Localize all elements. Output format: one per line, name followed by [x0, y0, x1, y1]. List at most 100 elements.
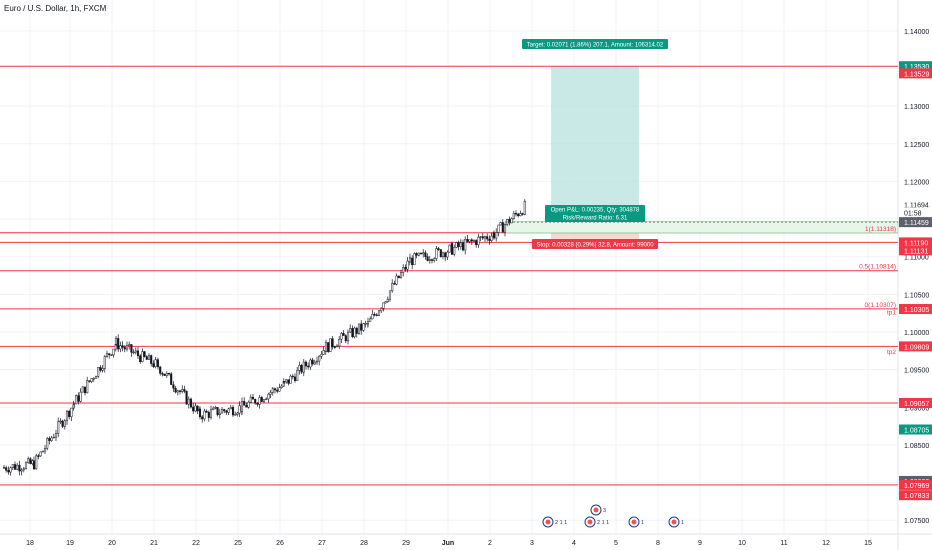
- candle-body: [322, 350, 325, 355]
- candle-body: [225, 410, 228, 413]
- candle-body: [172, 384, 175, 389]
- candle-body: [231, 407, 235, 416]
- candle-body: [170, 373, 173, 385]
- event-flag-dot: [545, 519, 551, 525]
- candle-body: [216, 407, 219, 416]
- candle-body: [492, 232, 496, 239]
- candle-body: [466, 239, 469, 242]
- candle-body: [43, 448, 47, 452]
- candle-body: [479, 236, 482, 238]
- candle-body: [333, 346, 336, 348]
- candle-body: [229, 407, 232, 410]
- candle-body: [119, 345, 122, 350]
- candle-body: [125, 345, 129, 350]
- candle-body: [273, 388, 277, 391]
- candle-body: [497, 224, 500, 233]
- price-tag-label: 1.11190: [904, 240, 928, 247]
- price-tag-bg: [899, 398, 932, 409]
- candle-body: [285, 379, 288, 383]
- candle-body: [2, 467, 6, 469]
- candle-body: [32, 460, 36, 470]
- candle-body: [397, 275, 400, 278]
- candle-body: [128, 344, 131, 346]
- candle-body: [307, 365, 310, 368]
- candle-body: [448, 245, 451, 253]
- candle-body: [514, 213, 518, 215]
- candle-body: [483, 236, 487, 239]
- event-marker-label: 1: [641, 520, 644, 526]
- open-pnl-label-bg[interactable]: [545, 205, 645, 214]
- time-axis-tick-label: 26: [276, 540, 284, 547]
- candle-body: [167, 372, 171, 375]
- target-zone[interactable]: [551, 66, 639, 223]
- price-axis-tick-label: 1.11000: [904, 255, 929, 262]
- candle-body: [461, 242, 465, 251]
- time-axis-tick-label: 27: [318, 540, 326, 547]
- candle-body: [444, 252, 447, 258]
- candle-body: [417, 252, 420, 256]
- risk-reward-label-bg[interactable]: [545, 213, 645, 222]
- event-marker-label: 2 1 1: [597, 520, 609, 526]
- candle-body: [311, 359, 314, 365]
- candle-body: [147, 355, 151, 360]
- candle-body: [353, 327, 356, 338]
- candle-body: [265, 398, 268, 401]
- candle-body: [11, 464, 14, 469]
- candle-body: [450, 243, 454, 255]
- time-axis-tick-label: 18: [26, 540, 34, 547]
- candle-body: [424, 252, 427, 257]
- candle-body: [313, 361, 316, 365]
- candle-body: [77, 395, 80, 402]
- candle-body: [300, 365, 303, 373]
- candle-body: [86, 380, 89, 394]
- candle-body: [50, 437, 53, 441]
- candle-body: [327, 342, 330, 352]
- candle-body: [181, 389, 184, 392]
- candle-body: [269, 392, 272, 395]
- price-tag-label: 1.13530: [904, 64, 929, 71]
- candle-body: [161, 373, 164, 375]
- candle-body: [517, 213, 520, 217]
- price-tag-bg: [899, 490, 932, 501]
- candle-body: [218, 412, 221, 416]
- candle-body: [267, 393, 270, 400]
- candle-body: [165, 372, 168, 376]
- time-axis-tick-label: 29: [402, 540, 410, 547]
- event-flag-dot: [587, 519, 593, 525]
- candle-body: [499, 222, 502, 226]
- fib-level-label: tp1: [887, 310, 896, 317]
- target-label: Target: 0.02071 (1.86%) 207.1, Amount: 1…: [527, 43, 664, 49]
- candle-body: [145, 356, 148, 360]
- stop-label-bg[interactable]: [532, 239, 658, 249]
- candle-body: [523, 200, 526, 215]
- candle-body: [27, 458, 30, 463]
- candle-body: [402, 267, 405, 273]
- candle-body: [293, 376, 297, 381]
- event-flag-dot: [631, 519, 637, 525]
- candle-body: [110, 354, 113, 356]
- time-axis-tick-label: 12: [822, 540, 830, 547]
- candle-body: [114, 338, 118, 345]
- candle-body: [108, 353, 111, 355]
- candle-body: [72, 403, 76, 405]
- candle-body: [198, 408, 202, 418]
- candle-body: [105, 353, 109, 357]
- target-label-bg[interactable]: [522, 39, 668, 49]
- time-axis-tick-label: 2: [488, 540, 492, 547]
- candle-body: [271, 388, 274, 393]
- event-marker-label: 3: [603, 508, 606, 514]
- candle-body: [371, 314, 374, 320]
- candle-body: [75, 395, 78, 405]
- candle-body: [349, 328, 352, 333]
- price-tag-label: 1.11459: [904, 220, 929, 227]
- candle-body: [298, 365, 301, 371]
- time-axis-tick-label: 10: [738, 540, 746, 547]
- candle-body: [510, 218, 513, 224]
- candle-body: [468, 239, 471, 242]
- candle-body: [375, 314, 378, 316]
- candle-body: [393, 283, 396, 285]
- candle-body: [39, 451, 42, 457]
- price-axis-tick-label: 1.12500: [904, 142, 929, 149]
